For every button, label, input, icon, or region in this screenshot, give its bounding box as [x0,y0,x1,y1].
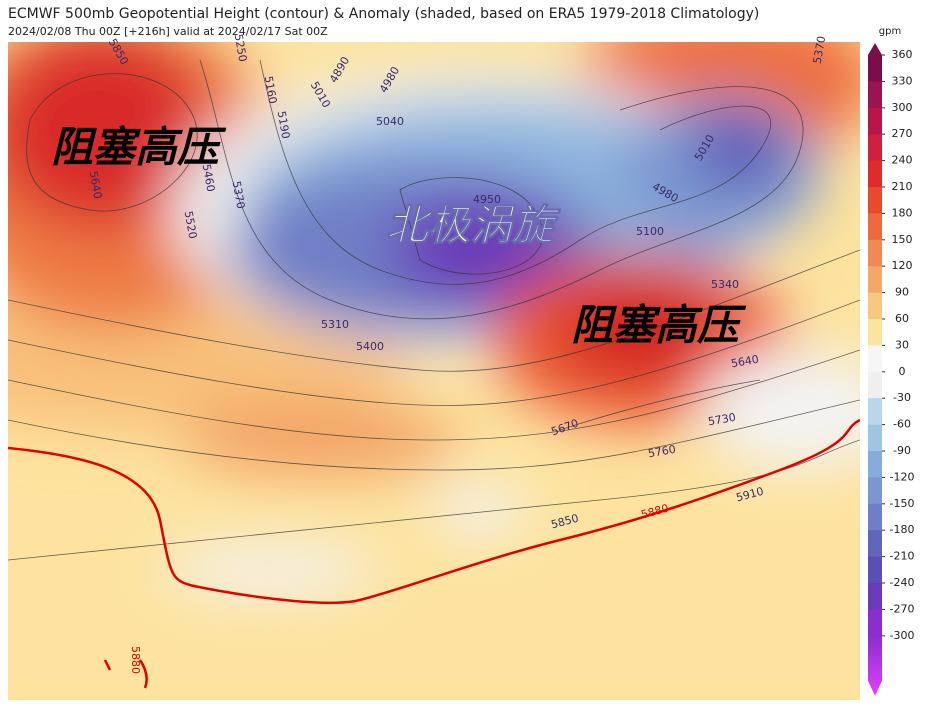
contour-label: 5400 [356,340,384,353]
colorbar-band [868,266,882,294]
colorbar-tick-label: -210 [890,550,915,563]
contour-label: 5640 [87,170,105,200]
contour-label: 5160 [262,75,280,105]
colorbar-tick-label: -150 [890,497,915,510]
colorbar-tick-label: 30 [895,338,909,351]
colorbar-band [868,107,882,135]
colorbar-band [868,609,882,637]
colorbar-band [868,160,882,188]
colorbar-tick-label: -180 [890,523,915,536]
colorbar-band [868,213,882,241]
colorbar-tick-label: -300 [890,629,915,642]
colorbar-tick-label: -60 [893,418,911,431]
colorbar-tick-label: -120 [890,470,915,483]
colorbar-tick-label: 60 [895,312,909,325]
colorbar-band [868,530,882,558]
colorbar-band [868,477,882,505]
colorbar-tick-label: -90 [893,444,911,457]
annotation: 北极涡旋 [386,201,561,250]
colorbar-cap [868,43,882,55]
contour-label: 5250 [232,33,250,63]
map [8,42,860,700]
annotation: 阻塞高压 [571,301,747,350]
colorbar-band [868,55,882,82]
contour-label: 5730 [707,411,737,429]
colorbar-tick-label: -240 [890,576,915,589]
colorbar-band [868,451,882,478]
colorbar-tick-label: 120 [892,259,913,272]
contour-label: 5520 [182,210,200,240]
colorbar-tick-label: 90 [895,286,909,299]
colorbar-tick-label: 210 [892,180,913,193]
colorbar-tick-label: 0 [899,365,906,378]
title: ECMWF 500mb Geopotential Height (contour… [8,6,759,22]
contour-label: 5370 [230,180,248,210]
colorbar-tick-label: 240 [892,154,913,167]
contour-label: 5100 [636,225,664,238]
contour-label: 5880 [129,646,142,674]
colorbar-tick-label: 270 [892,127,913,140]
colorbar: gpm3603303002702402101801501209060300-30… [868,26,914,696]
contour-label: 4950 [473,193,501,206]
colorbar-tick-label: -30 [893,391,911,404]
colorbar-band [868,556,882,584]
anomaly-shading [8,42,860,595]
contour-label: 5040 [376,115,404,128]
colorbar-band [868,134,882,162]
colorbar-band [868,371,882,399]
colorbar-band [868,187,882,214]
colorbar-tick-label: 360 [892,48,913,61]
contour-5880-fragment [103,659,148,689]
contour-label: 5340 [711,278,739,291]
contour-label: 5310 [321,318,349,331]
colorbar-band [868,319,882,346]
colorbar-band [868,239,882,267]
colorbar-band [868,292,882,320]
colorbar-tick-label: 330 [892,74,913,87]
contour-label: 5760 [647,443,677,461]
colorbar-unit: gpm [879,26,901,37]
contour-label: 5370 [811,35,829,65]
annotation: 阻塞高压 [51,123,227,172]
colorbar-tail [868,635,882,696]
colorbar-band [868,424,882,452]
colorbar-tick-label: 150 [892,233,913,246]
contour-label: 5460 [200,163,218,193]
subtitle: 2024/02/08 Thu 00Z [+216h] valid at 2024… [8,25,328,38]
colorbar-tick-label: -270 [890,602,915,615]
colorbar-tick-label: 300 [892,101,913,114]
colorbar-band [868,345,882,373]
contour-label: 5190 [275,110,293,140]
height-contours [8,59,860,561]
colorbar-band [868,81,882,109]
colorbar-band [868,398,882,426]
contour-label: 5640 [730,353,760,371]
colorbar-tick-label: 180 [892,206,913,219]
contour-5880 [8,418,860,604]
colorbar-band [868,583,882,610]
colorbar-band [868,503,882,531]
